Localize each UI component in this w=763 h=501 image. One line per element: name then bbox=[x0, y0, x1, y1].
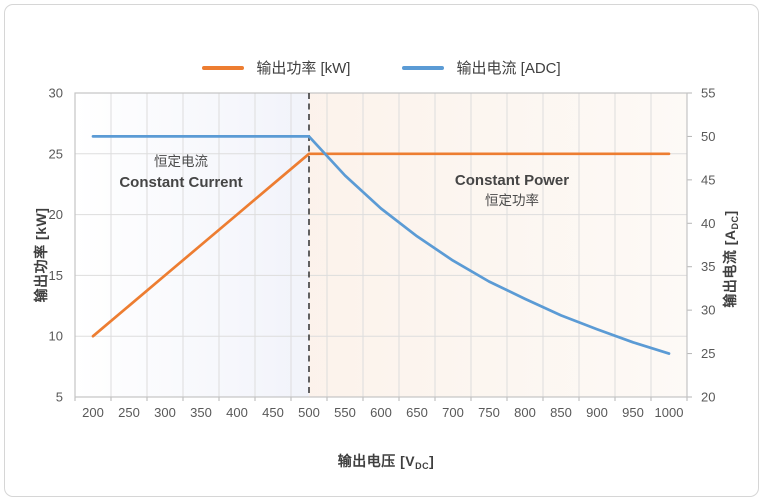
x-axis-title-subscript: DC bbox=[415, 461, 430, 471]
annotation-constant-current: 恒定电流 Constant Current bbox=[96, 152, 266, 193]
y-right-tick-label: 25 bbox=[701, 346, 715, 361]
legend-item: 输出电流 [ADC] bbox=[402, 57, 561, 78]
series-line-0 bbox=[91, 152, 671, 338]
y-right-tick-label: 45 bbox=[701, 172, 715, 187]
x-tick-label: 600 bbox=[370, 405, 392, 420]
constant-power-region bbox=[309, 93, 687, 397]
y-right-tick-label: 55 bbox=[701, 86, 715, 101]
y-axis-left-title-text: 输出功率 [kW] bbox=[33, 207, 49, 303]
annotation-constant-power-zh: 恒定功率 bbox=[485, 193, 539, 208]
x-tick-label: 850 bbox=[550, 405, 572, 420]
x-tick-label: 1000 bbox=[655, 405, 684, 420]
x-tick-label: 500 bbox=[298, 405, 320, 420]
y-right-tick-label: 30 bbox=[701, 303, 715, 318]
legend-item: 输出功率 [kW] bbox=[202, 57, 350, 78]
x-tick-label: 750 bbox=[478, 405, 500, 420]
legend-label: 输出电流 [ADC] bbox=[456, 60, 561, 77]
x-tick-label: 550 bbox=[334, 405, 356, 420]
annotation-constant-power: Constant Power 恒定功率 bbox=[422, 170, 602, 211]
gridlines bbox=[74, 92, 688, 398]
y-left-tick-label: 25 bbox=[49, 146, 63, 161]
y-right-tick-label: 35 bbox=[701, 259, 715, 274]
chart-plot: 200 250 300 350 400 450 500 550 600 650 700 750 800 8… bbox=[49, 86, 716, 421]
chart-legend: 输出功率 [kW] 输出电流 [ADC] bbox=[5, 57, 758, 78]
chart-card: 输出功率 [kW] 输出电流 [ADC] 200 250 300 350 400 450 50… bbox=[4, 4, 759, 497]
x-tick-label: 250 bbox=[118, 405, 140, 420]
y-left-tick-label: 10 bbox=[49, 329, 63, 344]
x-axis-title-bracket: ] bbox=[429, 453, 435, 469]
y-axis-right-title: 输出电流 [ADC] bbox=[720, 179, 740, 339]
y-right-tick-label: 40 bbox=[701, 216, 715, 231]
series-lines bbox=[91, 135, 671, 355]
x-tick-label: 300 bbox=[154, 405, 176, 420]
plot-background bbox=[75, 93, 687, 397]
y-left-tick-label: 5 bbox=[56, 390, 63, 405]
legend-label: 输出功率 [kW] bbox=[256, 60, 351, 77]
x-tick-label: 450 bbox=[262, 405, 284, 420]
annotation-constant-power-en: Constant Power bbox=[454, 172, 570, 189]
x-tick-label: 400 bbox=[226, 405, 248, 420]
y-axis-right-title-subscript: DC bbox=[730, 215, 740, 230]
x-axis-title: 输出电压 [VDC] bbox=[286, 451, 486, 471]
x-tick-label: 950 bbox=[622, 405, 644, 420]
plot-border-rect bbox=[74, 92, 688, 398]
y-left-tick-label: 15 bbox=[49, 268, 63, 283]
y-axis-right-title-bracket: ] bbox=[722, 210, 738, 216]
x-axis-title-text: 输出电压 [V bbox=[337, 453, 416, 469]
axis-tick-marks bbox=[74, 92, 692, 401]
x-tick-label: 900 bbox=[586, 405, 608, 420]
y-axis-left-title: 输出功率 [kW] bbox=[31, 175, 51, 335]
axis-tick-labels: 200 250 300 350 400 450 500 550 600 650 700 750 800 8… bbox=[49, 86, 716, 421]
x-tick-label: 650 bbox=[406, 405, 428, 420]
x-tick-label: 350 bbox=[190, 405, 212, 420]
constant-current-region bbox=[75, 93, 309, 397]
y-right-tick-label: 20 bbox=[701, 390, 715, 405]
y-left-tick-label: 20 bbox=[49, 207, 63, 222]
y-right-tick-label: 50 bbox=[701, 129, 715, 144]
plot-border bbox=[74, 92, 688, 398]
annotation-constant-current-en: Constant Current bbox=[119, 174, 243, 191]
annotation-constant-current-zh: 恒定电流 bbox=[154, 154, 208, 169]
y-left-tick-label: 30 bbox=[49, 86, 63, 101]
legend-line-swatch bbox=[202, 65, 245, 70]
legend-line-swatch bbox=[402, 65, 445, 70]
series-line-1 bbox=[91, 135, 671, 355]
x-tick-label: 200 bbox=[82, 405, 104, 420]
y-axis-right-title-text: 输出电流 [A bbox=[722, 229, 738, 308]
x-tick-label: 700 bbox=[442, 405, 464, 420]
x-tick-label: 800 bbox=[514, 405, 536, 420]
